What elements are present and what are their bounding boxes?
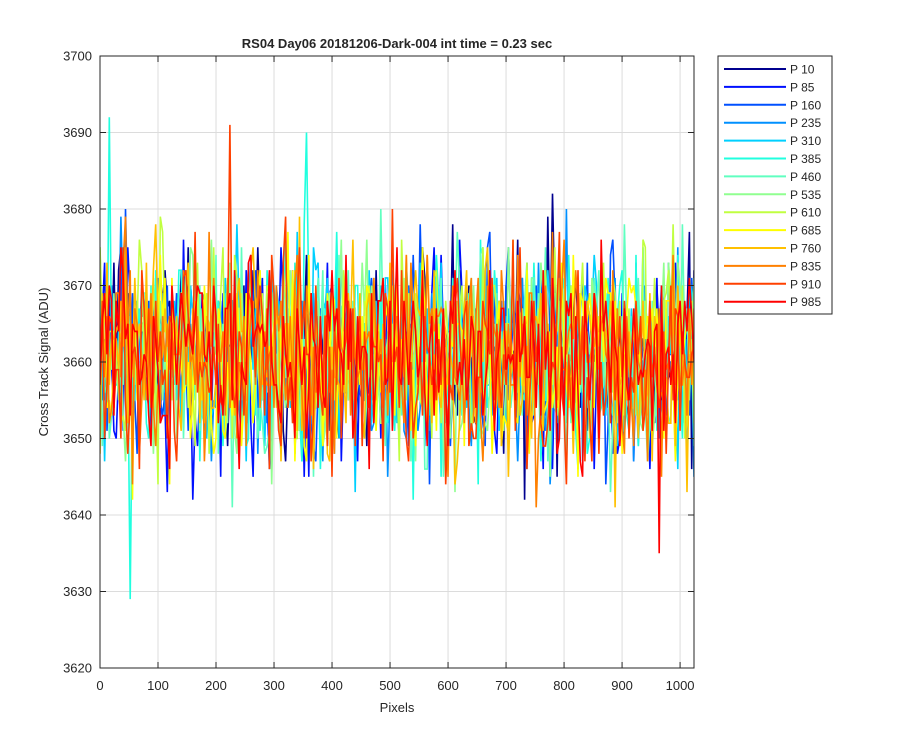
y-tick-label: 3690 — [63, 125, 92, 140]
x-tick-label: 200 — [205, 678, 227, 693]
y-tick-label: 3670 — [63, 278, 92, 293]
x-tick-label: 700 — [495, 678, 517, 693]
x-tick-label: 300 — [263, 678, 285, 693]
x-tick-label: 400 — [321, 678, 343, 693]
x-axis-label: Pixels — [380, 700, 415, 715]
y-tick-label: 3630 — [63, 584, 92, 599]
y-tick-label: 3680 — [63, 202, 92, 217]
legend-label: P 310 — [790, 134, 821, 148]
legend-label: P 10 — [790, 63, 815, 77]
x-tick-label: 1000 — [666, 678, 695, 693]
x-tick-label: 500 — [379, 678, 401, 693]
legend: P 10 P 85 P 160 P 235 P 310 P 385 P 460 P 535 P … — [717, 55, 833, 315]
legend-label: P 910 — [790, 277, 821, 291]
legend-label: P 835 — [790, 259, 821, 273]
legend-label: P 535 — [790, 188, 821, 202]
series-line-p-985 — [100, 239, 694, 554]
legend-label: P 685 — [790, 224, 821, 238]
y-axis-label: Cross Track Signal (ADU) — [36, 288, 51, 437]
legend-label: P 985 — [790, 295, 821, 309]
legend-label: P 85 — [790, 80, 815, 94]
x-tick-label: 900 — [611, 678, 633, 693]
x-tick-label: 600 — [437, 678, 459, 693]
chart-title: RS04 Day06 20181206-Dark-004 int time = … — [242, 36, 552, 51]
y-tick-label: 3640 — [63, 508, 92, 523]
legend-label: P 160 — [790, 98, 821, 112]
legend-box — [717, 55, 833, 315]
legend-label: P 760 — [790, 242, 821, 256]
x-tick-label: 0 — [96, 678, 103, 693]
series-layer — [100, 117, 694, 600]
y-tick-label: 3650 — [63, 431, 92, 446]
x-tick-label: 800 — [553, 678, 575, 693]
y-tick-label: 3700 — [63, 49, 92, 64]
ticks: 0 100 200 300 400 500 600 700 800 900 1000 3620 3630… — [63, 49, 694, 694]
legend-label: P 460 — [790, 170, 821, 184]
series-line-p-760 — [100, 216, 694, 508]
x-tick-label: 100 — [147, 678, 169, 693]
y-tick-label: 3620 — [63, 661, 92, 676]
legend-label: P 385 — [790, 152, 821, 166]
y-tick-label: 3660 — [63, 355, 92, 370]
legend-label: P 610 — [790, 206, 821, 220]
legend-label: P 235 — [790, 116, 821, 130]
